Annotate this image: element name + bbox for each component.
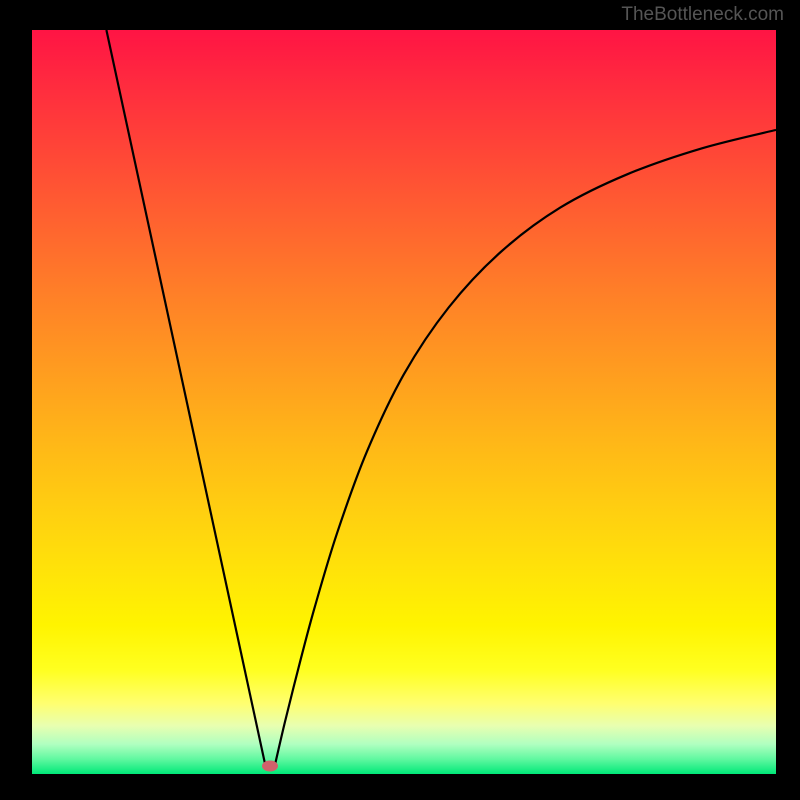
- plot-area: [32, 30, 776, 770]
- watermark-text: TheBottleneck.com: [621, 4, 784, 26]
- curve-left-branch: [106, 30, 266, 770]
- chart-curve: [32, 30, 776, 770]
- curve-right-branch: [274, 130, 776, 770]
- minimum-marker: [262, 761, 278, 772]
